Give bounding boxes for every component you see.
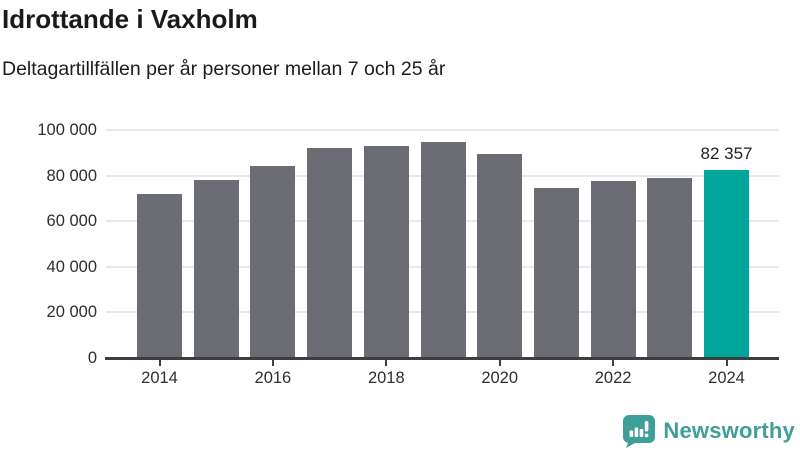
bar-2018 xyxy=(363,145,409,358)
bar-2015 xyxy=(193,179,239,358)
x-axis-tick-label: 2018 xyxy=(367,369,405,387)
plot-area: 2014 2016 2018 2020 2022 2024 xyxy=(105,129,779,387)
newsworthy-logo: Newsworthy xyxy=(622,414,795,448)
x-axis-tick-label: 2020 xyxy=(481,369,519,387)
bar-2019 xyxy=(420,141,466,358)
y-axis-tick-label: 80 000 xyxy=(46,166,97,185)
chart-subtitle: Deltagartillfällen per år personer mella… xyxy=(2,58,446,80)
x-axis-tick xyxy=(612,359,615,366)
y-axis-tick-label: 20 000 xyxy=(46,303,97,322)
x-axis-tick-label: 2016 xyxy=(254,369,292,387)
bar-2024 xyxy=(704,170,749,358)
x-axis-tick-label: 2024 xyxy=(708,369,745,387)
bar-2023 xyxy=(647,178,693,358)
highlight-value-label: 82 357 xyxy=(700,144,753,164)
bar-2020 xyxy=(477,153,523,358)
x-axis-tick xyxy=(385,359,388,366)
gridline-100000 xyxy=(106,129,779,131)
y-axis-tick-label: 40 000 xyxy=(46,257,97,276)
bar-2021 xyxy=(533,188,579,358)
y-axis-tick-label: 0 xyxy=(87,349,97,367)
bar-2014 xyxy=(137,193,182,358)
x-axis-tick xyxy=(725,359,728,366)
bar-2016 xyxy=(250,165,296,358)
y-axis-tick-label: 100 000 xyxy=(37,121,97,139)
y-axis-tick-label: 60 000 xyxy=(46,212,97,231)
bar-2022 xyxy=(590,180,636,358)
x-axis-tick xyxy=(498,359,501,366)
x-axis-tick xyxy=(271,359,274,366)
newsworthy-logo-text: Newsworthy xyxy=(663,418,795,443)
x-axis-line xyxy=(105,357,779,360)
newsworthy-logo-icon xyxy=(623,415,656,448)
x-axis-tick xyxy=(158,359,161,366)
x-axis-tick-label: 2022 xyxy=(594,369,632,387)
bar-2017 xyxy=(307,148,353,358)
chart-title: Idrottande i Vaxholm xyxy=(2,4,258,34)
x-axis-tick-label: 2014 xyxy=(141,369,178,387)
